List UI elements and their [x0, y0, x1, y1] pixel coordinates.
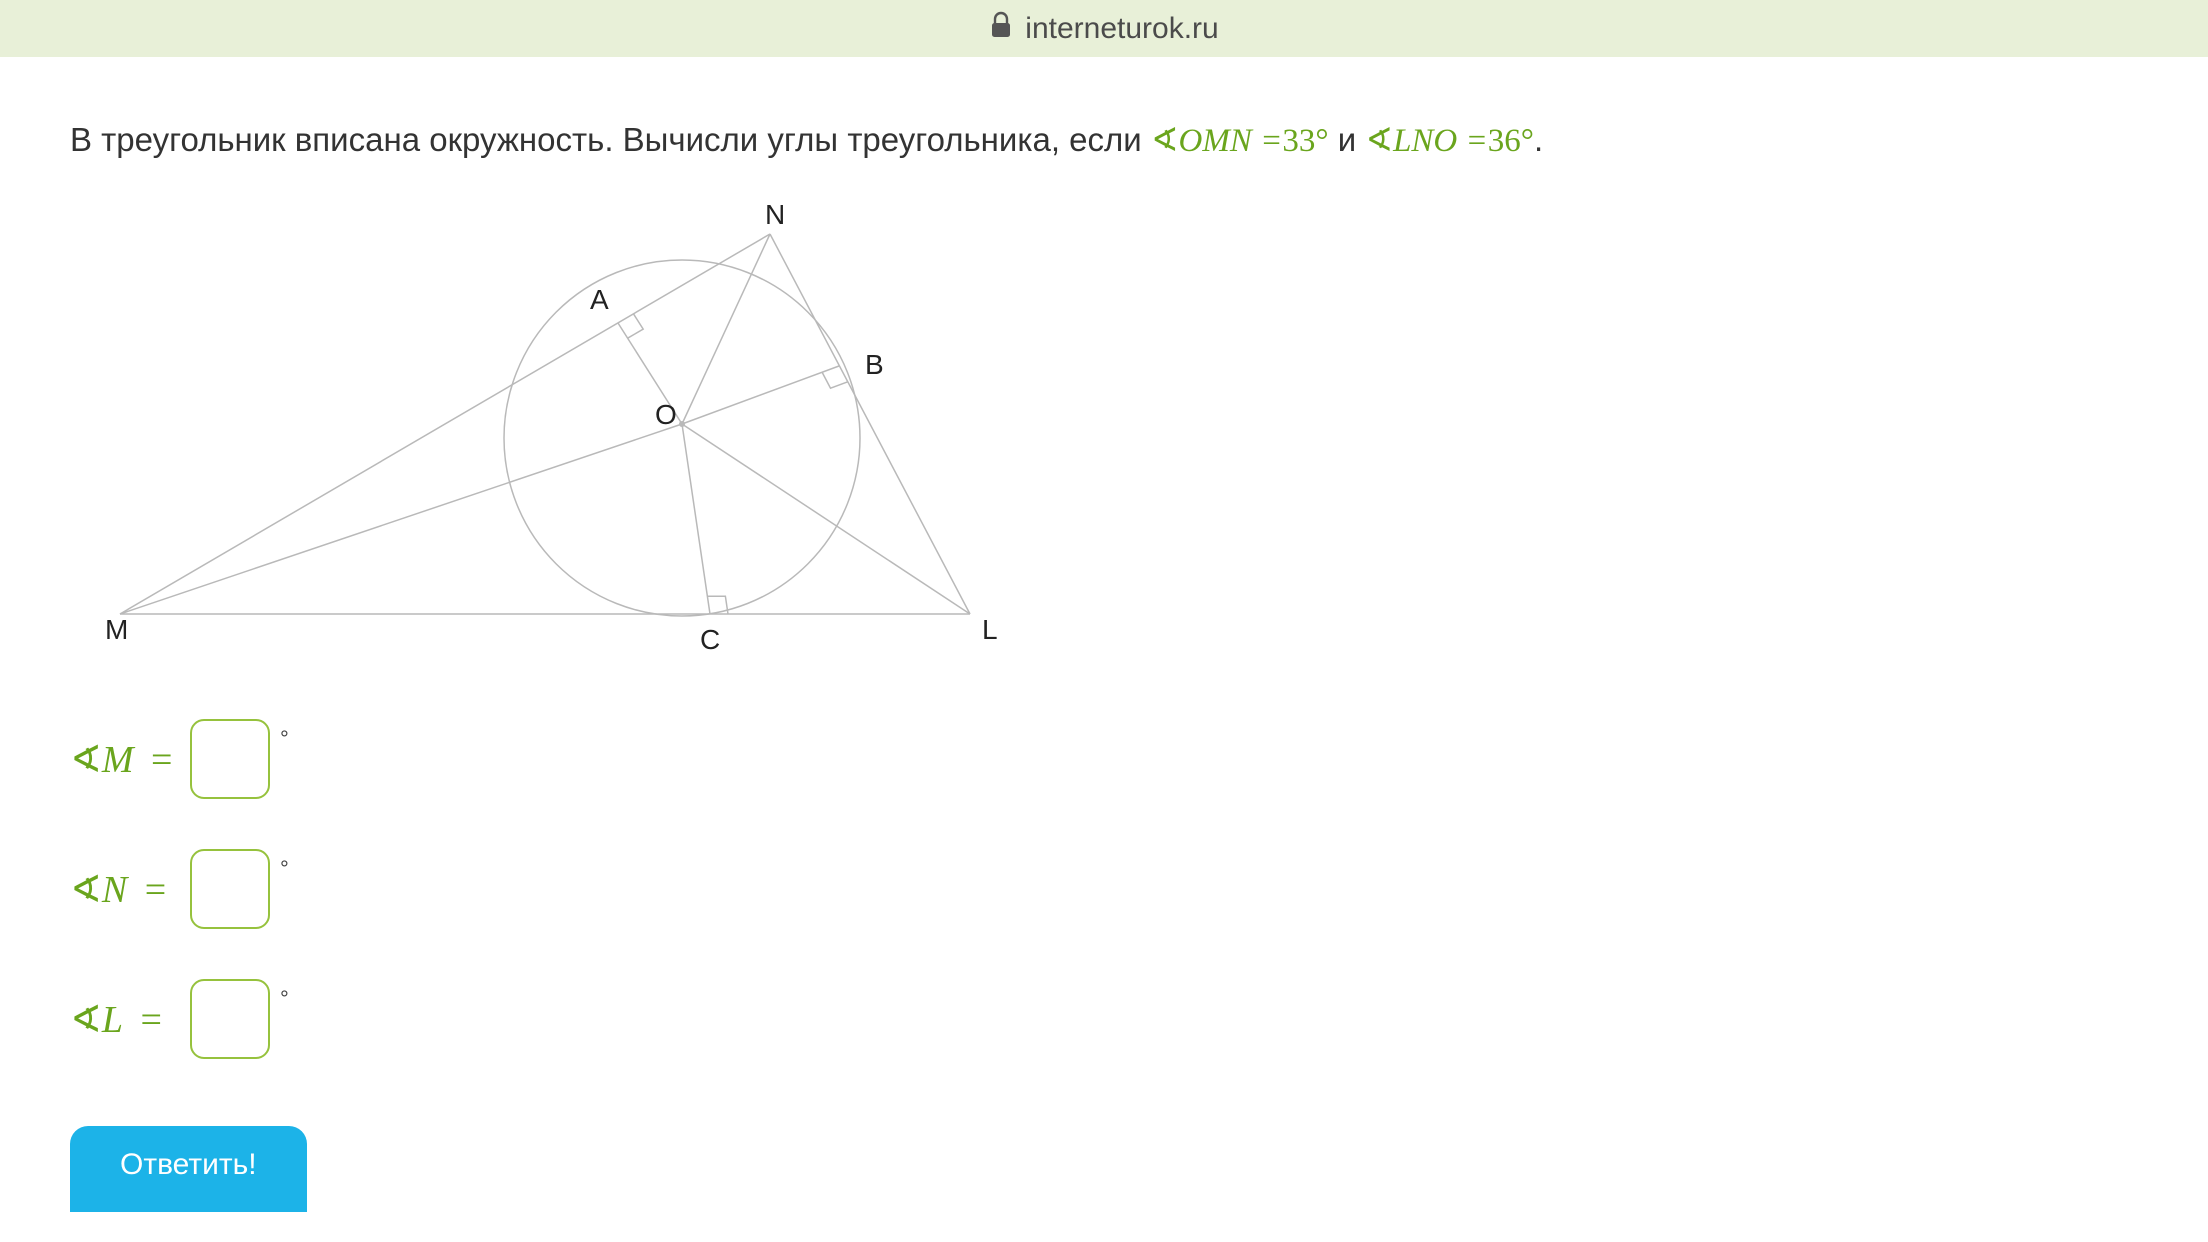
answer-row: ∢M = °: [70, 714, 2168, 804]
svg-text:L: L: [982, 614, 998, 645]
problem-statement: В треугольник вписана окружность. Вычисл…: [70, 117, 2168, 164]
answer-row: ∢N = °: [70, 844, 2168, 934]
svg-text:O: O: [655, 399, 677, 430]
submit-button[interactable]: Ответить!: [70, 1126, 307, 1212]
problem-prefix: В треугольник вписана окружность. Вычисл…: [70, 121, 1151, 158]
svg-text:B: B: [865, 349, 884, 380]
angle-M-input[interactable]: [190, 719, 270, 799]
answer-row: ∢L = °: [70, 974, 2168, 1064]
svg-text:M: M: [105, 614, 128, 645]
svg-text:A: A: [590, 284, 609, 315]
angle1-symbol: ∢: [1151, 123, 1179, 159]
angle1-eq: =: [1252, 123, 1283, 159]
answers-section: ∢M = ° ∢N = ° ∢L = °: [70, 714, 2168, 1064]
angle2-name: LNO: [1393, 123, 1457, 159]
triangle-figure: M N L A B C O: [70, 194, 1030, 684]
angle2-val: 36°: [1488, 123, 1534, 159]
problem-between: и: [1338, 121, 1366, 158]
page-body: В треугольник вписана окружность. Вычисл…: [0, 57, 2208, 1242]
svg-text:C: C: [700, 624, 720, 655]
answer-label: ∢M =: [70, 737, 190, 782]
lock-icon: [989, 11, 1013, 46]
degree-symbol: °: [280, 986, 289, 1012]
angle2-symbol: ∢: [1365, 123, 1393, 159]
url-domain-text: interneturok.ru: [1025, 12, 1218, 46]
degree-symbol: °: [280, 726, 289, 752]
content-area: В треугольник вписана окружность. Вычисл…: [0, 57, 2208, 1200]
angle1-name: OMN: [1179, 123, 1252, 159]
figure-container: M N L A B C O: [70, 194, 2168, 684]
answer-label: ∢N =: [70, 867, 190, 912]
angle-N-input[interactable]: [190, 849, 270, 929]
angle-L-input[interactable]: [190, 979, 270, 1059]
degree-symbol: °: [280, 856, 289, 882]
submit-label: Ответить!: [120, 1148, 257, 1181]
svg-text:N: N: [765, 199, 785, 230]
answer-label: ∢L =: [70, 997, 190, 1042]
angle1-val: 33°: [1282, 123, 1328, 159]
problem-suffix: .: [1534, 121, 1543, 158]
angle2-eq: =: [1457, 123, 1488, 159]
browser-url-bar: interneturok.ru: [0, 0, 2208, 57]
